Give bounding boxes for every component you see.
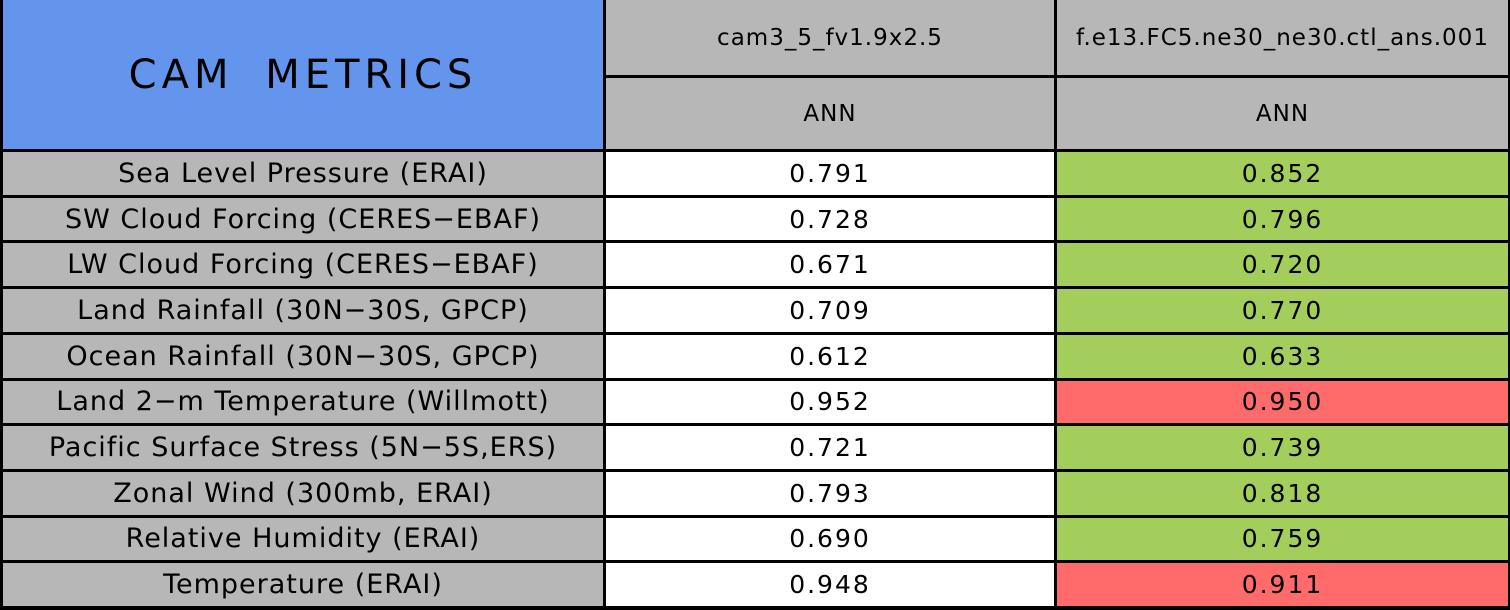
control-value-cell: 0.709 — [606, 289, 1054, 332]
test-value-cell: 0.770 — [1057, 289, 1508, 332]
test-value-cell: 0.852 — [1057, 152, 1508, 195]
control-value-cell: 0.948 — [606, 563, 1054, 606]
table-title: CAM METRICS — [3, 0, 603, 149]
control-value-cell: 0.952 — [606, 380, 1054, 424]
column-header-control-model: cam3_5_fv1.9x2.5 — [606, 0, 1054, 75]
test-value-cell: 0.633 — [1057, 334, 1508, 378]
test-value-cell: 0.720 — [1057, 243, 1508, 287]
metric-label: Sea Level Pressure (ERAI) — [3, 152, 603, 195]
column-header-test-model: f.e13.FC5.ne30_ne30.ctl_ans.001 — [1057, 0, 1508, 75]
test-value-cell: 0.796 — [1057, 197, 1508, 241]
control-value-cell: 0.721 — [606, 426, 1054, 469]
control-value-cell: 0.793 — [606, 471, 1054, 515]
control-value-cell: 0.671 — [606, 243, 1054, 287]
column-header-control-season: ANN — [606, 78, 1054, 149]
control-value-cell: 0.690 — [606, 517, 1054, 561]
metric-label: Pacific Surface Stress (5N−5S,ERS) — [3, 426, 603, 469]
control-value-cell: 0.612 — [606, 334, 1054, 378]
test-value-cell: 0.950 — [1057, 380, 1508, 424]
metric-label: Land Rainfall (30N−30S, GPCP) — [3, 289, 603, 332]
control-value-cell: 0.728 — [606, 197, 1054, 241]
metric-label: Land 2−m Temperature (Willmott) — [3, 380, 603, 424]
test-value-cell: 0.911 — [1057, 563, 1508, 606]
metric-label: SW Cloud Forcing (CERES−EBAF) — [3, 197, 603, 241]
metric-label: Ocean Rainfall (30N−30S, GPCP) — [3, 334, 603, 378]
test-value-cell: 0.818 — [1057, 471, 1508, 515]
metric-label: Zonal Wind (300mb, ERAI) — [3, 471, 603, 515]
test-value-cell: 0.739 — [1057, 426, 1508, 469]
control-value-cell: 0.791 — [606, 152, 1054, 195]
test-value-cell: 0.759 — [1057, 517, 1508, 561]
metric-label: Relative Humidity (ERAI) — [3, 517, 603, 561]
column-header-test-season: ANN — [1057, 78, 1508, 149]
metric-label: LW Cloud Forcing (CERES−EBAF) — [3, 243, 603, 287]
metric-label: Temperature (ERAI) — [3, 563, 603, 606]
